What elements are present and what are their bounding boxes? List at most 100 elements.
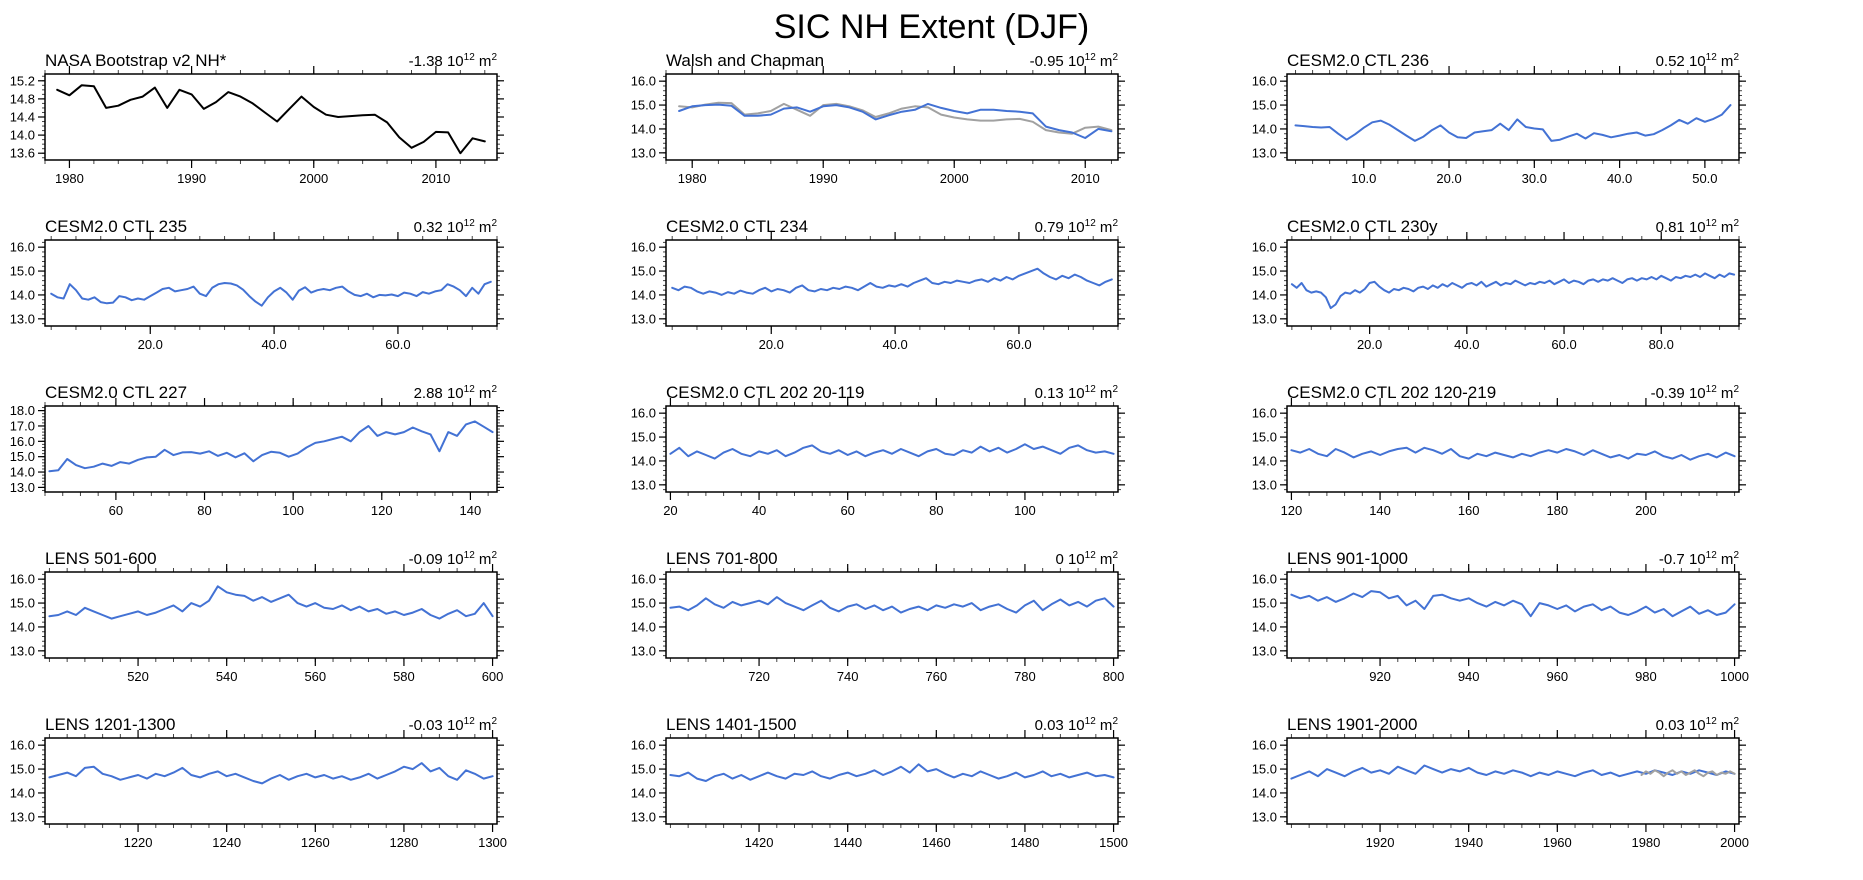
y-tick-label: 15.0	[1252, 98, 1277, 113]
x-tick-label: 60	[840, 503, 854, 518]
x-tick-label: 60.0	[1006, 337, 1031, 352]
y-tick-label: 14.0	[631, 619, 656, 634]
panel-title: CESM2.0 CTL 234	[666, 217, 808, 236]
y-tick-label: 15.0	[631, 264, 656, 279]
y-tick-label: 16.0	[631, 738, 656, 753]
chart-grid: NASA Bootstrap v2 NH* -1.38 1012 m2 1980 19…	[0, 50, 1863, 880]
y-tick-label: 16.0	[631, 74, 656, 89]
y-tick-label: 15.0	[1252, 264, 1277, 279]
chart-panel: LENS 1201-1300 -0.03 1012 m2 1220 1240 1260 1…	[0, 714, 621, 880]
x-tick-label: 1220	[124, 835, 153, 850]
y-tick-label: 15.0	[631, 430, 656, 445]
line-chart: CESM2.0 CTL 235 0.32 1012 m2 20.0 40.0 60.0 1…	[10, 217, 504, 352]
y-tick-label: 14.0	[10, 465, 35, 480]
x-tick-label: 1420	[745, 835, 774, 850]
x-tick-label: 960	[1546, 669, 1568, 684]
data-line-gray	[1640, 769, 1736, 778]
line-chart: LENS 501-600 -0.09 1012 m2 520 540 560 580 600…	[10, 549, 504, 684]
data-line-blue	[669, 596, 1115, 614]
panel-title: CESM2.0 CTL 202 20-119	[666, 383, 864, 402]
y-tick-label: 13.0	[1252, 809, 1277, 824]
x-tick-label: 40	[752, 503, 766, 518]
chart-panel: Walsh and Chapman -0.95 1012 m2 1980 1990 20…	[621, 50, 1242, 216]
x-tick-label: 1980	[678, 171, 707, 186]
x-tick-label: 540	[216, 669, 238, 684]
x-tick-label: 720	[748, 669, 770, 684]
data-line-blue	[48, 585, 494, 620]
y-tick-label: 15.0	[10, 596, 35, 611]
panel-title: CESM2.0 CTL 227	[45, 383, 187, 402]
x-tick-label: 920	[1369, 669, 1391, 684]
panel-trend-annotation: 0.81 1012 m2	[1656, 218, 1740, 236]
data-line-blue	[1290, 590, 1736, 618]
line-chart: Walsh and Chapman -0.95 1012 m2 1980 1990 20…	[631, 51, 1125, 186]
x-tick-label: 1240	[212, 835, 241, 850]
panel-title: CESM2.0 CTL 236	[1287, 51, 1429, 70]
data-line-black	[56, 84, 486, 155]
y-tick-label: 14.0	[10, 128, 35, 143]
x-tick-label: 1460	[922, 835, 951, 850]
x-tick-label: 560	[304, 669, 326, 684]
chart-axes: 20 40 60 80 100 16.0 15.0 14.0 13.0	[631, 398, 1125, 518]
x-tick-label: 2000	[940, 171, 969, 186]
chart-axes: 920 940 960 980 1000 16.0 15.0 14.0 13.0	[1252, 564, 1749, 684]
y-tick-label: 16.0	[10, 572, 35, 587]
y-tick-label: 15.2	[10, 73, 35, 88]
chart-panel: CESM2.0 CTL 202 120-219 -0.39 1012 m2 120 1…	[1242, 382, 1863, 548]
line-chart: LENS 901-1000 -0.7 1012 m2 920 940 960 980 100…	[1252, 549, 1749, 684]
x-tick-label: 20.0	[1357, 337, 1382, 352]
chart-axes: 20.0 40.0 60.0 16.0 15.0 14.0 13.0	[631, 232, 1125, 352]
x-tick-label: 1480	[1010, 835, 1039, 850]
y-tick-label: 15.0	[10, 449, 35, 464]
x-tick-label: 80.0	[1649, 337, 1674, 352]
y-tick-label: 13.0	[631, 643, 656, 658]
y-tick-label: 13.0	[631, 809, 656, 824]
y-tick-label: 16.0	[1252, 406, 1277, 421]
x-tick-label: 2000	[1720, 835, 1749, 850]
y-tick-label: 16.0	[1252, 74, 1277, 89]
x-tick-label: 40.0	[1454, 337, 1479, 352]
panel-title: CESM2.0 CTL 235	[45, 217, 187, 236]
chart-panel: CESM2.0 CTL 236 0.52 1012 m2 10.0 20.0 30.0 4…	[1242, 50, 1863, 216]
chart-axes: 1980 1990 2000 2010 16.0 15.0 14.0 13.0	[631, 66, 1125, 186]
panel-trend-annotation: 0.13 1012 m2	[1035, 384, 1119, 402]
line-chart: LENS 701-800 0 1012 m2 720 740 760 780 800 16.0…	[631, 549, 1125, 684]
x-tick-label: 80	[929, 503, 943, 518]
y-tick-label: 14.0	[1252, 785, 1277, 800]
x-tick-label: 140	[460, 503, 482, 518]
line-chart: CESM2.0 CTL 234 0.79 1012 m2 20.0 40.0 60.0 1…	[631, 217, 1125, 352]
y-tick-label: 14.0	[631, 287, 656, 302]
chart-panel: LENS 501-600 -0.09 1012 m2 520 540 560 580 600…	[0, 548, 621, 714]
data-line-blue	[1290, 272, 1736, 310]
panel-title: LENS 1201-1300	[45, 715, 175, 734]
x-tick-label: 60.0	[385, 337, 410, 352]
x-tick-label: 1300	[478, 835, 507, 850]
y-tick-label: 14.0	[631, 785, 656, 800]
panel-trend-annotation: -0.09 1012 m2	[409, 550, 498, 568]
x-tick-label: 10.0	[1351, 171, 1376, 186]
y-tick-label: 13.6	[10, 146, 35, 161]
panel-title: NASA Bootstrap v2 NH*	[45, 51, 227, 70]
chart-panel: LENS 1401-1500 0.03 1012 m2 1420 1440 1460 14…	[621, 714, 1242, 880]
y-tick-label: 13.0	[1252, 311, 1277, 326]
x-tick-label: 1990	[177, 171, 206, 186]
x-tick-label: 1980	[55, 171, 84, 186]
y-tick-label: 15.0	[10, 264, 35, 279]
chart-panel: LENS 1901-2000 0.03 1012 m2 1920 1940 1960 19…	[1242, 714, 1863, 880]
panel-title: LENS 501-600	[45, 549, 157, 568]
x-tick-label: 800	[1103, 669, 1125, 684]
y-tick-label: 13.0	[631, 145, 656, 160]
panel-trend-annotation: 0.32 1012 m2	[414, 218, 498, 236]
panel-trend-annotation: -0.39 1012 m2	[1651, 384, 1740, 402]
panel-trend-annotation: 0.03 1012 m2	[1656, 716, 1740, 734]
x-tick-label: 120	[1281, 503, 1303, 518]
y-tick-label: 15.0	[1252, 762, 1277, 777]
data-line-blue	[48, 762, 494, 785]
y-tick-label: 14.0	[1252, 619, 1277, 634]
y-tick-label: 15.0	[631, 762, 656, 777]
data-line-blue	[1290, 446, 1736, 461]
y-tick-label: 16.0	[10, 240, 35, 255]
